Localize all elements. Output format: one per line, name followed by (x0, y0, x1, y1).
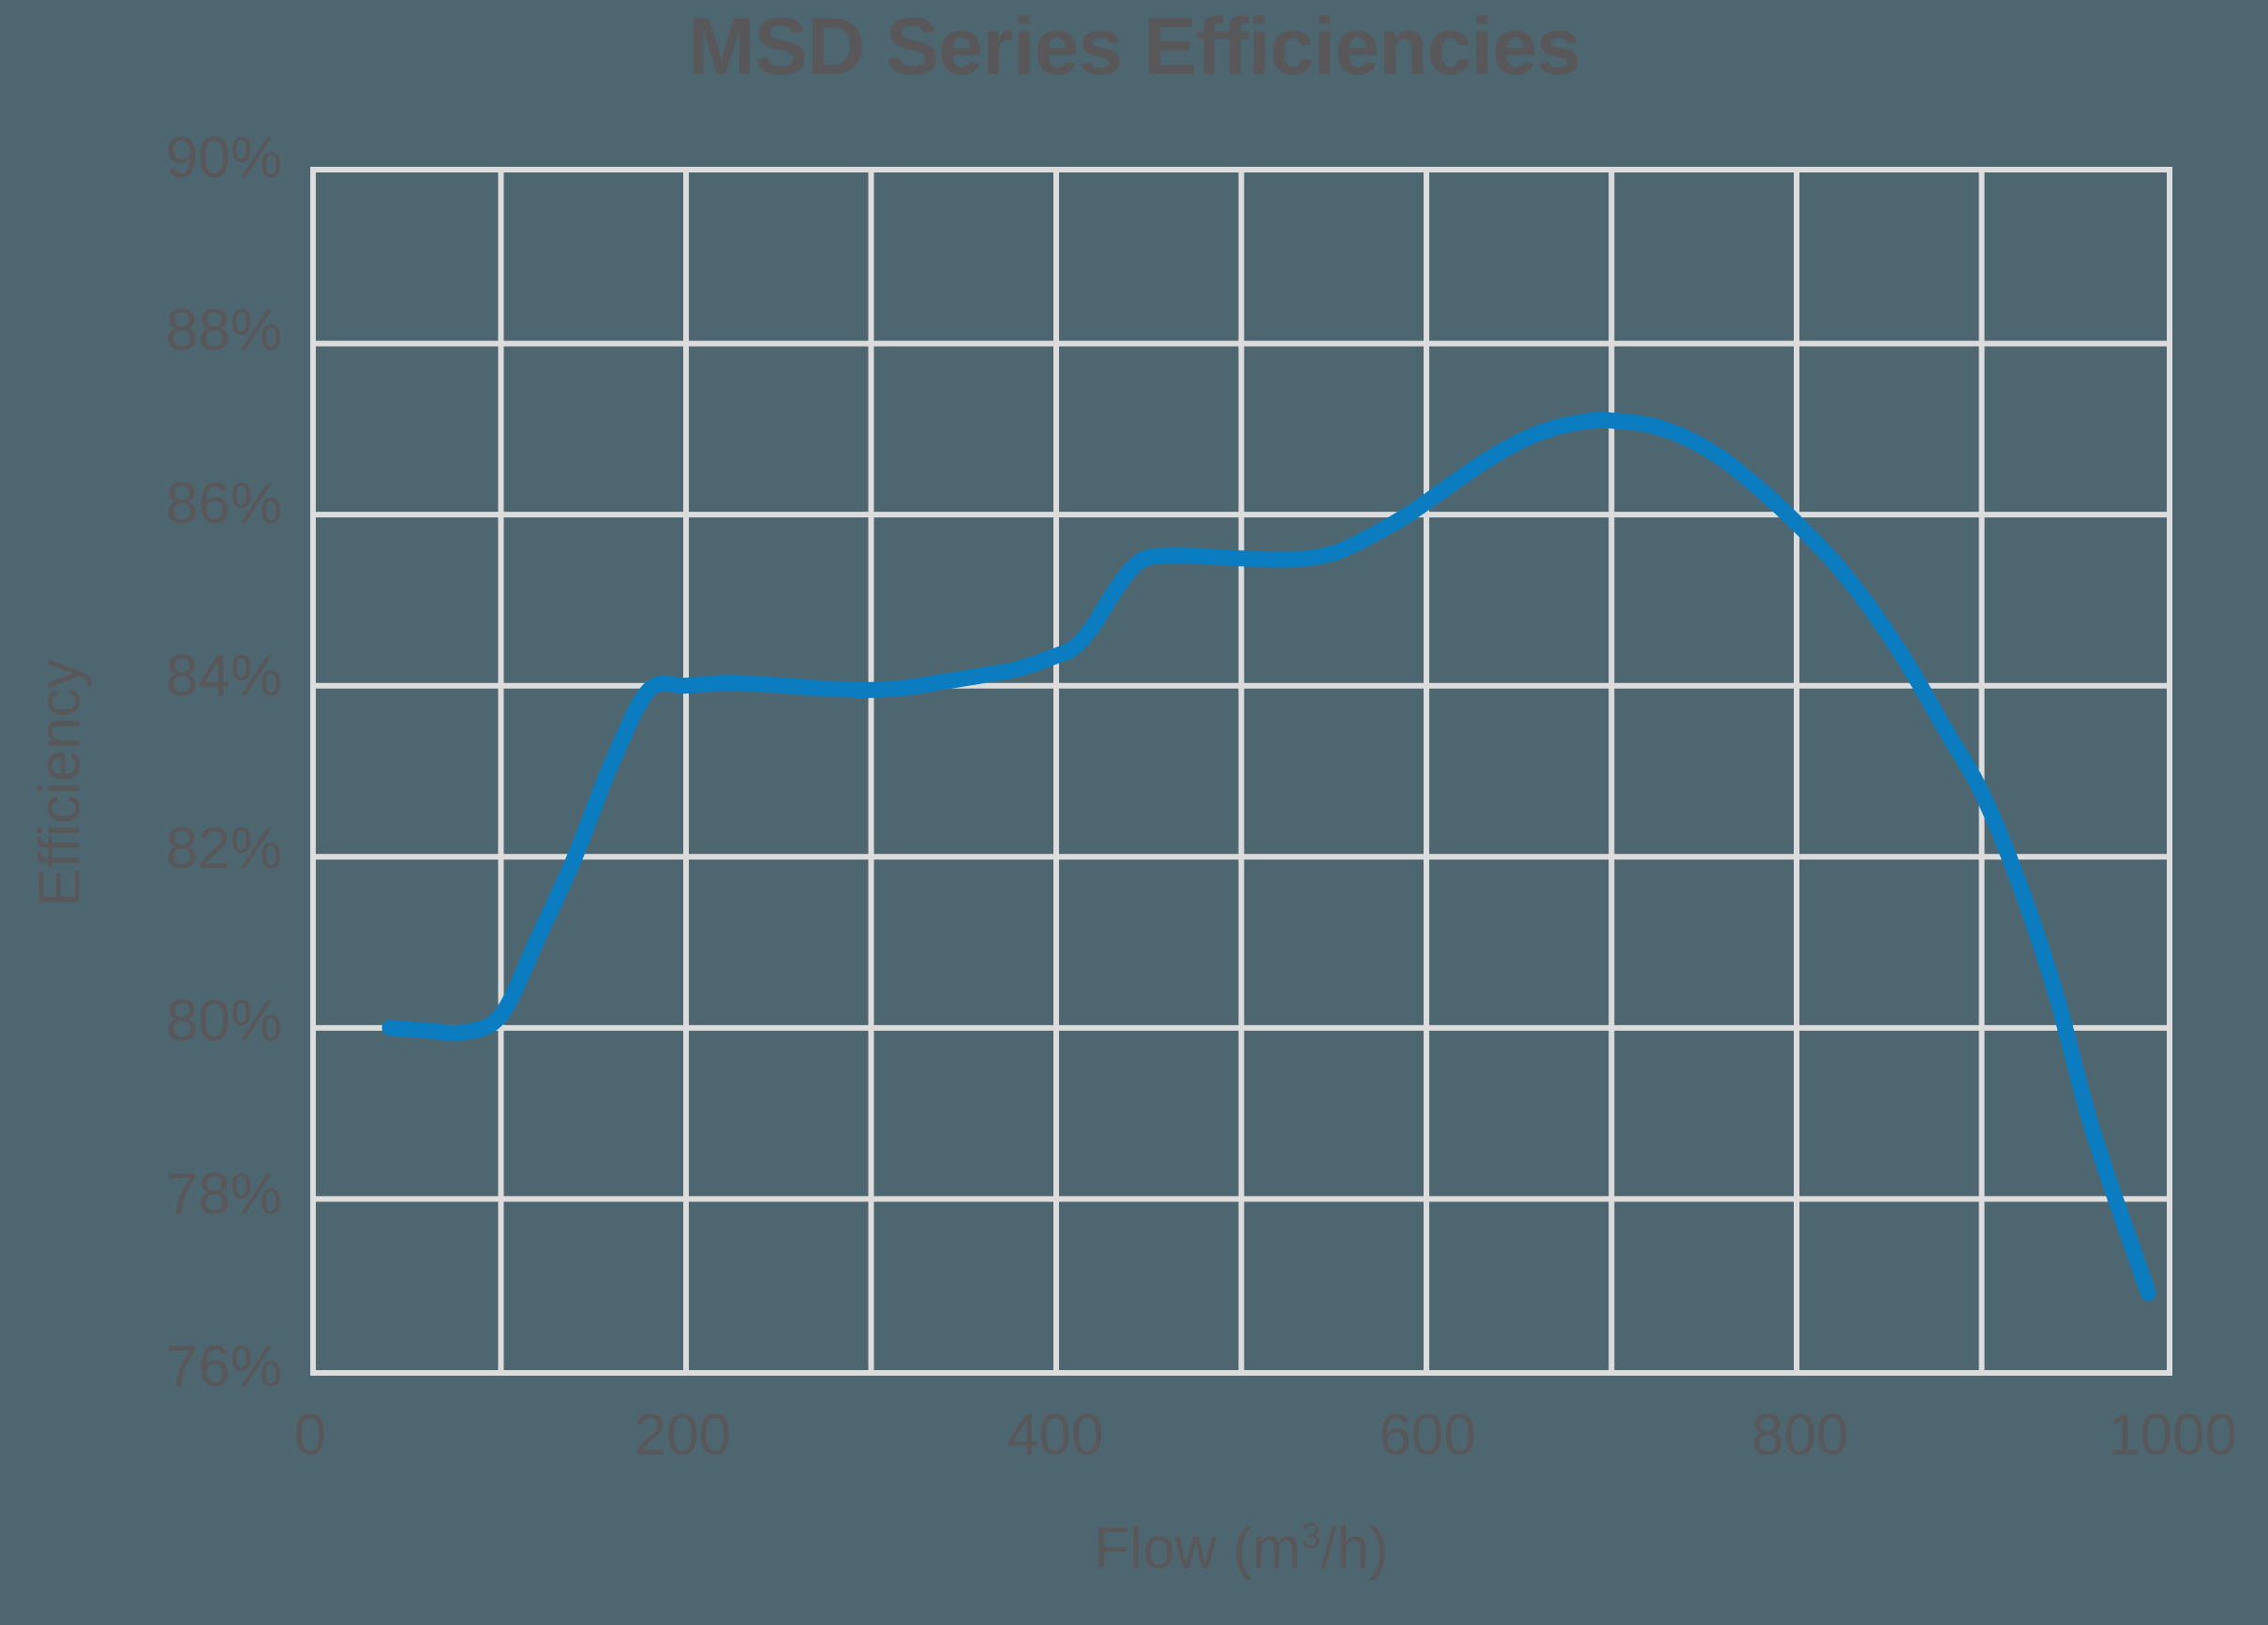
x-axis-tick-label: 600 (1379, 1403, 1476, 1468)
x-axis-title-suffix: /h) (1321, 1516, 1389, 1581)
y-axis-tick-label: 86% (165, 470, 282, 536)
series-lines (390, 420, 2148, 1293)
x-axis-tick-label: 200 (634, 1403, 732, 1468)
gridlines (316, 172, 2167, 1370)
y-axis-tick-label: 84% (165, 643, 282, 708)
x-axis-tick-label: 1000 (2108, 1403, 2237, 1468)
x-axis-tick-label: 0 (293, 1403, 327, 1468)
series-line (390, 420, 2148, 1293)
y-axis-tick-label: 80% (165, 989, 282, 1054)
x-axis-title: Flow (m3/h) (310, 1515, 2172, 1582)
x-axis-title-exponent: 3 (1300, 1515, 1321, 1557)
y-axis-tick-label: 88% (165, 298, 282, 364)
y-axis-tick-label: 78% (165, 1161, 282, 1227)
y-axis-tick-label: 76% (165, 1334, 282, 1399)
chart-title: MSD Series Efficiencies (687, 2, 1581, 92)
x-axis-tick-label: 800 (1751, 1403, 1849, 1468)
x-axis-title-prefix: Flow (m (1094, 1516, 1301, 1581)
plot-area (310, 167, 2172, 1376)
x-axis-tick-label: 400 (1007, 1403, 1104, 1468)
plot-svg (316, 172, 2167, 1370)
y-axis-tick-label: 90% (165, 126, 282, 190)
y-axis-tick-label: 82% (165, 816, 282, 882)
